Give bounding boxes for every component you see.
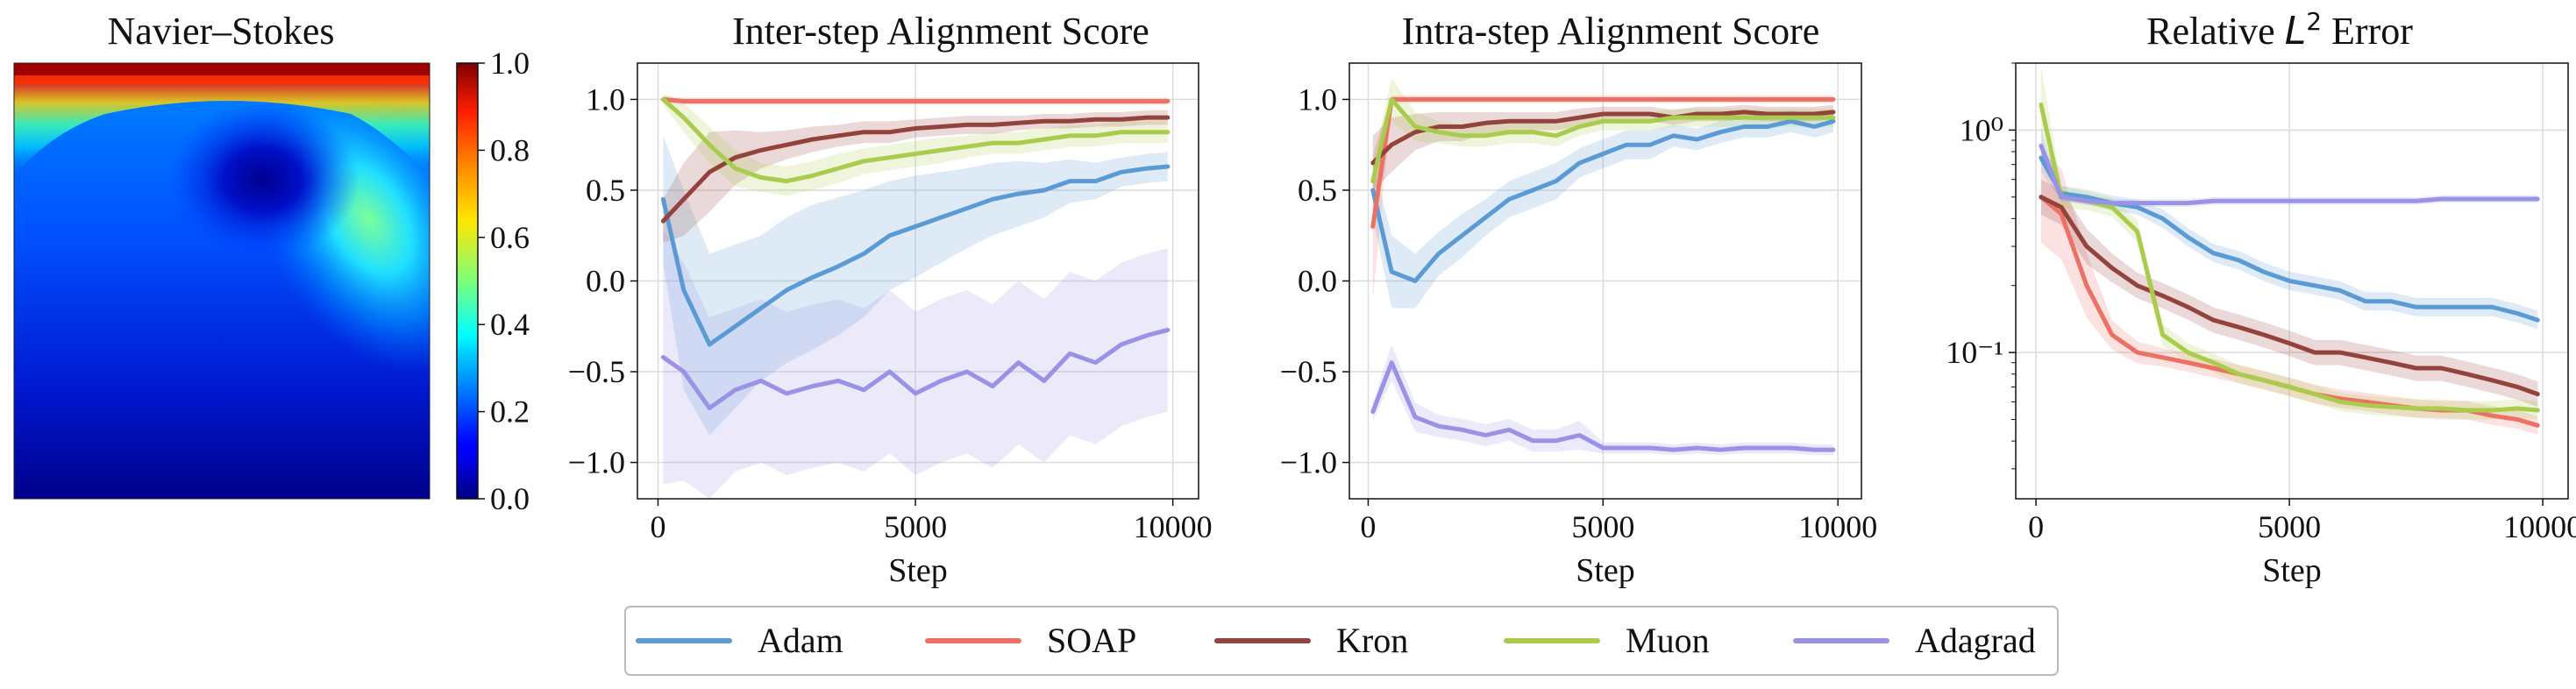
legend-item-muon: Muon — [1504, 621, 1710, 660]
y-tick-label: −0.5 — [568, 354, 625, 389]
x-axis-label: Step — [1576, 552, 1635, 589]
y-tick-label: 0.5 — [1298, 173, 1337, 208]
band-muon — [2040, 65, 2538, 420]
legend-item-adagrad: Adagrad — [1793, 621, 2036, 660]
band-kron — [1372, 104, 1833, 190]
legend-label: SOAP — [1047, 621, 1136, 660]
band-adam — [2040, 143, 2538, 330]
y-tick-label: 10⁻¹ — [1946, 335, 2003, 370]
series-line-kron — [1370, 110, 1836, 166]
chart-intra-step-alignment: Intra-step Alignment Score 0 5000 10000 −1.0… — [1280, 10, 1878, 589]
y-tick-label: 1.0 — [586, 82, 625, 117]
legend-box — [624, 606, 2059, 676]
chart-plot-area — [1370, 77, 1836, 456]
series-line-kron — [660, 115, 1171, 224]
colorbar-ticks: 0.0 0.2 0.4 0.6 0.8 1.0 — [478, 46, 530, 516]
chart-title-prefix: Relative — [2146, 10, 2285, 53]
band-muon — [663, 94, 1168, 196]
band-adagrad — [663, 230, 1168, 499]
legend-item-adam: Adam — [636, 621, 843, 660]
legend-label: Adam — [758, 621, 843, 660]
series-line-soap — [1370, 96, 1836, 229]
x-tick-label: 5000 — [1571, 509, 1634, 544]
chart-plot-area — [2039, 65, 2540, 435]
series-line-kron — [2039, 195, 2540, 397]
legend-item-soap: SOAP — [925, 621, 1136, 660]
x-tick-label: 0 — [650, 509, 665, 544]
colorbar-tick-label: 0.6 — [490, 220, 530, 255]
colorbar-tick-label: 0.0 — [490, 481, 530, 516]
chart-frame — [2015, 62, 2569, 500]
chart-title-sup: 2 — [2306, 7, 2322, 36]
series-line-soap — [660, 96, 1171, 103]
chart-title-suffix: Error — [2322, 10, 2413, 53]
y-tick-label: 0.0 — [586, 264, 625, 299]
band-muon — [1372, 77, 1833, 200]
chart-title-math: L — [2285, 9, 2307, 53]
legend: Adam SOAP Kron Muon Adagrad — [624, 606, 2059, 676]
heatmap-image — [14, 63, 430, 499]
heatmap-title: Navier–Stokes — [107, 10, 334, 53]
x-axis-label: Step — [2262, 552, 2322, 589]
y-tick-label: 0.5 — [586, 173, 625, 208]
band-soap — [2040, 152, 2538, 435]
band-adam — [663, 135, 1168, 436]
series-line-muon — [660, 96, 1171, 184]
x-tick-label: 5000 — [884, 509, 947, 544]
colorbar-tick-label: 0.4 — [490, 307, 530, 342]
y-tick-label: −1.0 — [568, 445, 625, 480]
colorbar-tick-label: 0.2 — [490, 394, 530, 430]
colorbar-tick-label: 0.8 — [490, 132, 530, 167]
y-tick-label: 0.0 — [1298, 264, 1337, 299]
x-tick-label: 0 — [2028, 509, 2044, 544]
heatmap-panel: Navier–Stokes 0.0 0.2 0.4 0.6 0.8 1.0 — [13, 10, 530, 516]
legend-label: Adagrad — [1915, 621, 2036, 660]
band-adagrad — [1372, 344, 1833, 456]
series-line-adagrad — [660, 327, 1171, 410]
series-line-muon — [1370, 96, 1836, 184]
y-tick-label: 10⁰ — [1960, 112, 2003, 147]
y-tick-label: 1.0 — [1298, 82, 1337, 117]
chart-inter-step-alignment: Inter-step Alignment Score 0 5000 10000 −1.0… — [568, 10, 1213, 589]
x-tick-label: 10000 — [1798, 509, 1877, 544]
series-line-adagrad — [1370, 360, 1836, 452]
chart-title: Inter-step Alignment Score — [732, 10, 1149, 53]
legend-item-kron: Kron — [1214, 621, 1408, 660]
series-line-muon — [2039, 103, 2540, 413]
x-axis-label: Step — [888, 552, 948, 589]
legend-label: Muon — [1626, 621, 1710, 660]
legend-label: Kron — [1336, 621, 1408, 660]
colorbar-tick-label: 1.0 — [490, 46, 530, 81]
series-line-adam — [660, 164, 1171, 347]
band-kron — [2040, 179, 2538, 408]
x-tick-label: 10000 — [1134, 509, 1213, 544]
series-line-adam — [1370, 118, 1836, 283]
band-adam — [1372, 110, 1833, 309]
x-tick-label: 0 — [1360, 509, 1376, 544]
x-tick-label: 5000 — [2258, 509, 2321, 544]
colorbar — [456, 62, 479, 500]
chart-title: Intra-step Alignment Score — [1402, 10, 1820, 53]
series-line-adagrad — [2039, 143, 2540, 206]
y-tick-label: −0.5 — [1280, 354, 1337, 389]
y-tick-label: −1.0 — [1280, 445, 1337, 480]
x-tick-label: 10000 — [2503, 509, 2576, 544]
chart-plot-area — [660, 94, 1171, 499]
chart-relative-l2-error: Relative L2 Error 0 5000 10000 10⁻¹ 10⁰ Step — [1946, 7, 2576, 589]
chart-title: Relative L2 Error — [2146, 7, 2413, 53]
